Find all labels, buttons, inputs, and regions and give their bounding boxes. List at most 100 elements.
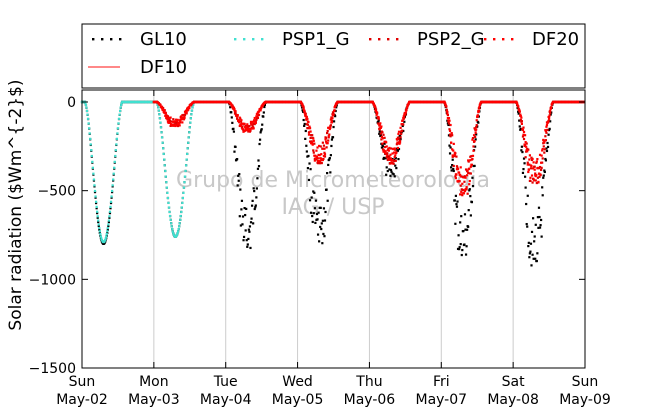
df20-point	[398, 142, 401, 145]
watermark-line-1: Grupo de Micrometeorologia	[176, 168, 490, 193]
gl10-point	[248, 230, 251, 233]
gl10-point	[447, 123, 450, 127]
df20-point	[441, 100, 445, 104]
gl10-point	[542, 176, 545, 179]
df20-point	[309, 130, 312, 133]
psp1-point	[85, 109, 89, 112]
psp1-point	[129, 100, 133, 104]
psp1-point	[131, 100, 134, 104]
gl10-point	[458, 246, 461, 249]
psp1-point	[159, 126, 163, 129]
psp2-point	[449, 135, 452, 138]
df20-point	[381, 137, 385, 140]
gl10-point	[93, 191, 97, 194]
gl10-point	[535, 259, 538, 263]
df20-point	[376, 111, 379, 114]
psp1-point	[91, 166, 94, 169]
df20-point	[201, 100, 205, 104]
legend-dot-marker	[493, 38, 496, 41]
df20-point	[205, 100, 209, 104]
df20-point	[402, 116, 405, 120]
gl10-point	[537, 206, 541, 209]
gl10-point	[311, 214, 314, 218]
psp2-point	[546, 128, 549, 131]
psp2-point	[525, 142, 528, 145]
gl10-point	[543, 170, 546, 174]
gl10-point	[548, 127, 551, 130]
gl10-point	[234, 145, 237, 149]
df20-point	[410, 100, 413, 104]
df20-point	[519, 114, 522, 118]
df20-point	[404, 113, 407, 116]
df20-point	[329, 126, 332, 129]
gl10-point	[542, 174, 545, 177]
legend-dot-marker	[378, 38, 381, 41]
df20-point	[460, 190, 463, 193]
psp1-point	[186, 147, 189, 150]
df20-point	[531, 157, 534, 161]
psp1-point	[168, 210, 171, 214]
df20-point	[431, 100, 434, 104]
df20-point	[356, 100, 360, 104]
gl10-point	[528, 256, 531, 259]
psp1-point	[182, 191, 185, 195]
x-tick-label-date: May-06	[344, 392, 396, 408]
psp1-point	[98, 230, 101, 233]
psp1-point	[138, 100, 141, 104]
gl10-point	[303, 122, 306, 126]
gl10-point	[475, 133, 478, 136]
psp2-point	[538, 175, 541, 178]
psp2-point	[396, 136, 400, 139]
df20-point	[469, 159, 472, 162]
df20-point	[452, 142, 455, 145]
gl10-point	[243, 206, 246, 210]
df20-point	[295, 100, 298, 104]
df20-point	[342, 100, 345, 104]
df20-point	[187, 108, 190, 111]
df20-point	[481, 100, 485, 104]
psp2-point	[315, 158, 318, 161]
gl10-point	[305, 150, 308, 153]
psp2-point	[254, 120, 257, 123]
legend-dot-marker	[396, 38, 399, 41]
psp1-point	[145, 100, 148, 104]
gl10-point	[524, 186, 527, 189]
gl10-point	[302, 118, 305, 122]
gl10-point	[258, 138, 262, 141]
gl10-point	[538, 226, 542, 229]
psp2-point	[329, 124, 332, 127]
df20-point	[518, 110, 521, 113]
df20-point	[458, 171, 461, 174]
gl10-point	[238, 173, 241, 176]
psp2-point	[306, 123, 310, 126]
gl10-point	[536, 216, 540, 219]
df20-point	[415, 100, 419, 104]
gl10-point	[261, 123, 264, 126]
df20-point	[461, 175, 464, 179]
df20-point	[526, 163, 529, 166]
df20-point	[218, 100, 222, 104]
psp2-point	[312, 149, 315, 152]
df20-point	[448, 119, 451, 122]
psp1-point	[160, 136, 164, 139]
df20-point	[313, 159, 316, 162]
df20-point	[575, 100, 578, 104]
psp2-point	[402, 123, 405, 126]
df20-point	[259, 109, 262, 112]
psp2-point	[521, 135, 525, 138]
gl10-point	[381, 145, 385, 148]
legend-marker	[369, 38, 399, 41]
df20-point	[510, 100, 514, 104]
df20-point	[260, 106, 263, 109]
gl10-point	[544, 159, 548, 162]
y-tick-label: −1000	[29, 272, 76, 288]
df20-point	[395, 138, 398, 141]
psp1-point	[85, 106, 88, 109]
gl10-point	[303, 124, 306, 127]
gl10-point	[525, 222, 528, 226]
df20-point	[316, 146, 319, 149]
df20-point	[474, 131, 477, 134]
gl10-point	[260, 128, 263, 131]
psp2-point	[543, 151, 546, 154]
x-axis: Sun May-02 Mon May-03 Tue May-04 Wed May-05 Thu M…	[56, 90, 611, 408]
